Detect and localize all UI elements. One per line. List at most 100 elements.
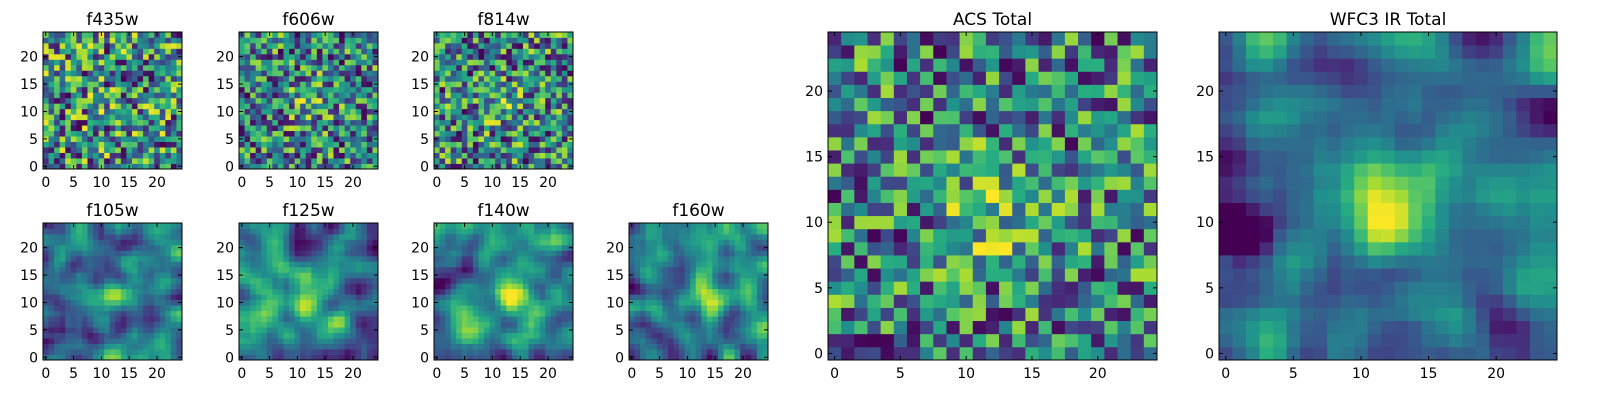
heatmap-cell — [250, 42, 257, 49]
heatmap-cell — [695, 233, 702, 240]
x-tick-label: 20 — [344, 175, 362, 191]
heatmap-cell — [484, 42, 490, 49]
heatmap-cell — [131, 255, 138, 262]
heatmap-cell — [65, 310, 72, 317]
heatmap-cell — [880, 228, 895, 243]
heatmap-cell — [539, 255, 546, 262]
heatmap-cell — [1051, 346, 1066, 361]
heatmap-cell — [76, 250, 83, 257]
heatmap-cell — [70, 114, 77, 121]
heatmap-cell — [344, 283, 351, 290]
heatmap-cell — [109, 244, 116, 251]
heatmap-cell — [985, 346, 1000, 361]
heatmap-cell — [695, 338, 702, 344]
heatmap-cell — [339, 294, 346, 301]
heatmap-cell — [461, 42, 468, 49]
heatmap-cell — [841, 163, 855, 177]
heatmap-cell — [176, 228, 183, 235]
heatmap-cell — [361, 163, 368, 170]
heatmap-cell — [445, 343, 452, 350]
heatmap-cell — [456, 228, 463, 235]
heatmap-cell — [651, 316, 658, 323]
heatmap-cell — [137, 86, 144, 93]
heatmap-cell — [690, 283, 697, 290]
heatmap-cell — [545, 250, 552, 257]
heatmap-cell — [456, 327, 463, 333]
heatmap-cell — [59, 233, 66, 240]
heatmap-cell — [170, 250, 177, 257]
heatmap-cell — [239, 42, 245, 49]
y-tick-label: 0 — [29, 159, 38, 175]
heatmap-cell — [76, 75, 83, 82]
heatmap-cell — [456, 59, 463, 66]
heatmap-cell — [517, 316, 524, 323]
heatmap-cell — [148, 305, 155, 312]
heatmap-cell — [366, 272, 373, 279]
heatmap-cell — [461, 250, 468, 257]
heatmap-cell — [645, 261, 652, 268]
heatmap-cell — [322, 349, 329, 355]
heatmap-cell — [65, 152, 72, 159]
heatmap-cell — [662, 266, 669, 273]
heatmap-cell — [484, 277, 490, 284]
heatmap-cell — [98, 261, 105, 268]
heatmap-cell — [333, 32, 340, 38]
heatmap-cell — [109, 266, 116, 273]
heatmap-cell — [333, 119, 340, 126]
heatmap-cell — [266, 277, 273, 284]
heatmap-cell — [176, 338, 183, 344]
heatmap-cell — [70, 75, 77, 82]
heatmap-cell — [762, 343, 769, 350]
heatmap-cell — [456, 266, 463, 273]
heatmap-cell — [1038, 241, 1053, 256]
heatmap-cell — [143, 255, 150, 262]
heatmap-cell — [148, 53, 155, 60]
heatmap-cell — [87, 316, 94, 323]
heatmap-cell — [327, 354, 334, 361]
heatmap-cell — [484, 283, 490, 290]
heatmap-cell — [244, 64, 251, 71]
heatmap-cell — [561, 316, 568, 323]
heatmap-cell — [1078, 268, 1092, 282]
heatmap-cell — [283, 163, 290, 170]
heatmap-cell — [289, 305, 295, 312]
heatmap-cell — [1025, 268, 1039, 282]
heatmap-cell — [366, 108, 373, 115]
heatmap-cell — [673, 228, 680, 235]
heatmap-cell — [550, 223, 557, 229]
heatmap-cell — [65, 32, 72, 38]
heatmap-cell — [489, 136, 496, 142]
heatmap-cell — [517, 86, 524, 93]
heatmap-cell — [59, 75, 66, 82]
heatmap-cell — [154, 103, 161, 110]
heatmap-cell — [322, 147, 329, 153]
heatmap-cell — [478, 37, 485, 44]
heatmap-cell — [567, 255, 574, 262]
heatmap-cell — [250, 250, 257, 257]
heatmap-cell — [143, 316, 150, 323]
heatmap-cell — [756, 223, 763, 229]
heatmap-cell — [561, 223, 568, 229]
heatmap-cell — [522, 266, 529, 273]
heatmap-cell — [65, 119, 72, 126]
heatmap-cell — [87, 114, 94, 121]
heatmap-cell — [712, 327, 719, 333]
heatmap-cell — [762, 277, 769, 284]
heatmap-cell — [311, 299, 318, 306]
heatmap-cell — [550, 338, 557, 344]
heatmap-cell — [445, 239, 452, 246]
x-tick-label: 15 — [706, 366, 724, 382]
heatmap-cell — [372, 114, 379, 121]
heatmap-cell — [456, 332, 463, 339]
heatmap-cell — [104, 119, 111, 126]
heatmap-cell — [880, 294, 895, 308]
heatmap-cell — [59, 136, 66, 142]
heatmap-cell — [327, 108, 334, 115]
heatmap-cell — [528, 92, 535, 99]
heatmap-cell — [506, 130, 513, 137]
heatmap-cell — [148, 86, 155, 93]
heatmap-cell — [366, 294, 373, 301]
heatmap-cell — [81, 81, 88, 88]
heatmap-cell — [300, 277, 307, 284]
heatmap-cell — [372, 223, 379, 229]
